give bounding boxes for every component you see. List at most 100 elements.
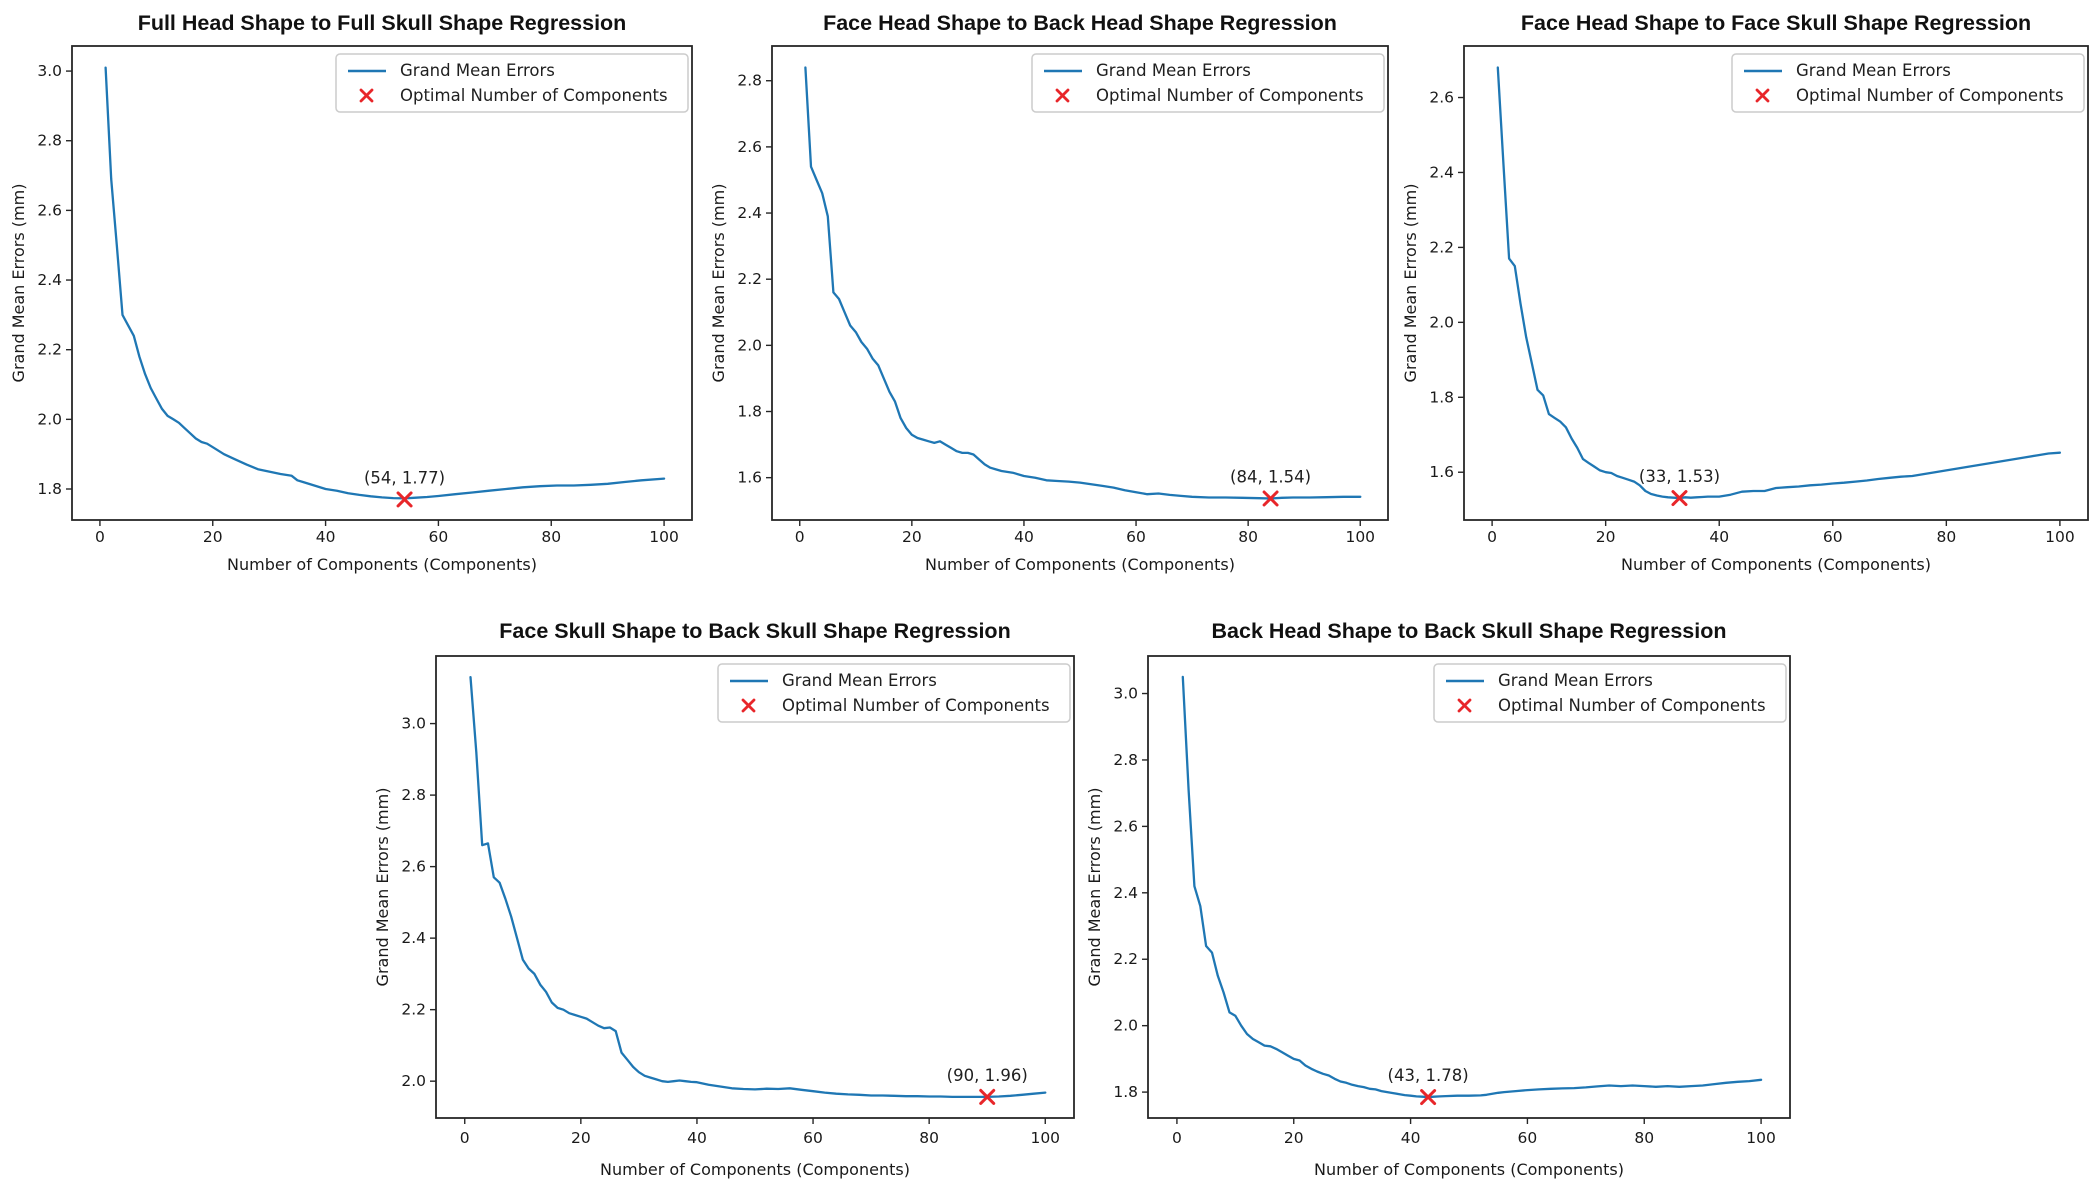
x-tick-label: 60: [1126, 528, 1146, 546]
y-tick-label: 1.6: [737, 469, 762, 487]
y-axis-label: Grand Mean Errors (mm): [1401, 184, 1420, 383]
chart-title: Face Head Shape to Back Head Shape Regre…: [823, 11, 1337, 35]
y-tick-label: 1.8: [1113, 1083, 1138, 1101]
x-tick-label: 80: [919, 1129, 939, 1147]
x-tick-label: 20: [203, 528, 223, 546]
x-tick-label: 20: [571, 1129, 591, 1147]
chart-face-head-to-face-skull: Face Head Shape to Face Skull Shape Regr…: [1398, 0, 2096, 585]
x-tick-label: 100: [1746, 1129, 1776, 1147]
legend-item-label: Optimal Number of Components: [782, 696, 1050, 715]
plot-frame: [71, 45, 693, 521]
y-tick-label: 2.0: [401, 1072, 426, 1090]
y-tick-label: 2.8: [737, 72, 762, 90]
optimal-marker-icon: [1420, 1089, 1437, 1106]
x-tick-label: 0: [1487, 528, 1497, 546]
x-tick-label: 40: [1709, 528, 1729, 546]
y-tick-label: 2.8: [401, 786, 426, 804]
y-tick-label: 2.2: [737, 270, 762, 288]
legend-box: [1433, 663, 1787, 723]
grand-mean-errors-line: [469, 675, 1047, 1099]
plot-svg: Face Head Shape to Face Skull Shape Regr…: [1401, 11, 2089, 574]
legend: Grand Mean Errors Optimal Number of Compo…: [717, 663, 1071, 723]
x-tick-label: 40: [1401, 1129, 1421, 1147]
annotation-label: (54, 1.77): [364, 468, 445, 487]
legend-item-label: Optimal Number of Components: [1498, 696, 1766, 715]
plot-svg: Face Skull Shape to Back Skull Shape Reg…: [373, 619, 1075, 1179]
x-tick-label: 80: [1634, 1129, 1654, 1147]
y-tick-label: 2.2: [1429, 238, 1454, 256]
y-tick-label: 2.4: [1429, 163, 1454, 181]
y-tick-label: 1.8: [1429, 388, 1454, 406]
x-tick-label: 0: [460, 1129, 470, 1147]
x-tick-label: 100: [2045, 528, 2075, 546]
plot-svg: Back Head Shape to Back Skull Shape Regr…: [1085, 619, 1791, 1179]
y-tick-label: 2.6: [1429, 89, 1454, 107]
annotation-label: (90, 1.96): [947, 1066, 1028, 1085]
x-tick-label: 100: [1345, 528, 1375, 546]
chart-full-head-to-full-skull: Full Head Shape to Full Skull Shape Regr…: [8, 0, 700, 585]
x-tick-label: 100: [1030, 1129, 1060, 1147]
y-tick-label: 2.4: [737, 204, 762, 222]
x-tick-label: 100: [649, 528, 679, 546]
legend-box: [1731, 53, 2085, 113]
legend-item-label: Grand Mean Errors: [400, 61, 555, 80]
legend: Grand Mean Errors Optimal Number of Compo…: [1031, 53, 1385, 113]
x-axis-label: Number of Components (Components): [1314, 1160, 1624, 1179]
y-tick-label: 2.4: [37, 271, 62, 289]
y-tick-label: 2.4: [1113, 884, 1138, 902]
legend-item-label: Optimal Number of Components: [1796, 86, 2064, 105]
y-tick-label: 1.8: [37, 480, 62, 498]
x-tick-label: 0: [795, 528, 805, 546]
x-axis-label: Number of Components (Components): [227, 555, 537, 574]
legend-box: [717, 663, 1071, 723]
plot-frame: [1147, 655, 1791, 1119]
y-tick-label: 3.0: [1113, 685, 1138, 703]
annotation-label: (33, 1.53): [1639, 467, 1720, 486]
legend-item-label: Grand Mean Errors: [1498, 671, 1653, 690]
y-axis-label: Grand Mean Errors (mm): [709, 184, 728, 383]
chart-title: Back Head Shape to Back Skull Shape Regr…: [1212, 619, 1727, 643]
y-tick-label: 1.6: [1429, 463, 1454, 481]
optimal-marker-icon: [1671, 490, 1688, 507]
y-tick-label: 2.0: [737, 336, 762, 354]
y-tick-label: 2.6: [401, 858, 426, 876]
x-tick-label: 60: [429, 528, 449, 546]
y-tick-label: 2.0: [1429, 313, 1454, 331]
y-tick-label: 2.2: [1113, 950, 1138, 968]
grand-mean-errors-line: [1181, 675, 1763, 1099]
annotation-label: (84, 1.54): [1230, 467, 1311, 486]
grand-mean-errors-line: [804, 66, 1362, 500]
optimal-marker-icon: [396, 491, 413, 508]
x-tick-label: 40: [1014, 528, 1034, 546]
x-tick-label: 60: [803, 1129, 823, 1147]
y-tick-label: 3.0: [401, 715, 426, 733]
legend-item-label: Grand Mean Errors: [1096, 61, 1251, 80]
legend-x-marker-icon: [359, 88, 374, 103]
y-tick-label: 2.6: [1113, 817, 1138, 835]
plot-frame: [435, 655, 1075, 1119]
chart-face-head-to-back-head: Face Head Shape to Back Head Shape Regre…: [704, 0, 1396, 585]
plot-svg: Face Head Shape to Back Head Shape Regre…: [709, 11, 1389, 574]
y-tick-label: 3.0: [37, 62, 62, 80]
legend-x-marker-icon: [1755, 88, 1770, 103]
legend-item-label: Grand Mean Errors: [782, 671, 937, 690]
legend-box: [1031, 53, 1385, 113]
chart-title: Face Head Shape to Face Skull Shape Regr…: [1521, 11, 2031, 35]
y-tick-label: 2.8: [1113, 751, 1138, 769]
x-tick-label: 80: [541, 528, 561, 546]
legend-box: [335, 53, 689, 113]
y-tick-label: 2.6: [737, 138, 762, 156]
x-axis-label: Number of Components (Components): [925, 555, 1235, 574]
x-tick-label: 0: [1172, 1129, 1182, 1147]
x-tick-label: 60: [1518, 1129, 1538, 1147]
y-tick-label: 2.8: [37, 132, 62, 150]
legend-item-label: Optimal Number of Components: [400, 86, 668, 105]
x-tick-label: 40: [316, 528, 336, 546]
legend-x-marker-icon: [741, 698, 756, 713]
chart-title: Face Skull Shape to Back Skull Shape Reg…: [499, 619, 1010, 643]
x-tick-label: 80: [1936, 528, 1956, 546]
legend-item-label: Optimal Number of Components: [1096, 86, 1364, 105]
legend-x-marker-icon: [1055, 88, 1070, 103]
grand-mean-errors-line: [104, 66, 666, 500]
